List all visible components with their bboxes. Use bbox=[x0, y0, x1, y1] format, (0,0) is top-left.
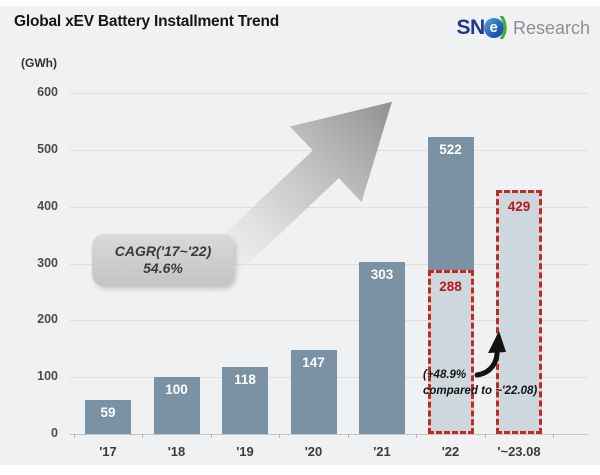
page-title: Global xEV Battery Installment Trend bbox=[14, 13, 279, 30]
growth-note-line2: compared to ~'22.08) bbox=[423, 384, 538, 397]
bar: 303 bbox=[359, 261, 405, 434]
y-tick-label: 400 bbox=[37, 198, 58, 213]
highlight-box: 288 bbox=[427, 270, 474, 434]
logo-sn-text: SN bbox=[456, 16, 485, 39]
y-tick-label: 500 bbox=[37, 141, 58, 156]
axis-tick bbox=[142, 434, 144, 438]
growth-note-line1: (+48.9% bbox=[423, 369, 467, 381]
x-tick-label: '19 bbox=[236, 444, 254, 459]
brand-logo: SN e) Research bbox=[456, 11, 590, 43]
highlight-value-label: 288 bbox=[439, 279, 462, 295]
highlight-box: 429 bbox=[496, 190, 542, 434]
x-tick-label: '18 bbox=[167, 444, 186, 459]
y-tick-label: 0 bbox=[51, 426, 58, 440]
bar-value-label: 522 bbox=[439, 142, 462, 158]
axis-tick bbox=[73, 434, 75, 438]
y-tick-label: 600 bbox=[37, 85, 58, 99]
grid-line bbox=[70, 320, 588, 322]
axis-tick bbox=[279, 434, 281, 438]
axis-tick bbox=[553, 434, 555, 438]
logo-e-circle-icon: e bbox=[483, 18, 504, 38]
highlight-value-label: 429 bbox=[507, 199, 531, 215]
growth-note: (+48.9% compared to ~'22.08) bbox=[423, 368, 599, 399]
axis-tick bbox=[347, 434, 349, 438]
cagr-value: 54.6% bbox=[143, 260, 183, 276]
bar-value-label: 147 bbox=[302, 355, 325, 371]
y-tick-label: 300 bbox=[37, 255, 58, 270]
logo-green-paren-icon: ) bbox=[499, 11, 508, 40]
x-tick-label: '22 bbox=[441, 444, 460, 459]
bar: 522 bbox=[427, 137, 474, 271]
bar-value-label: 59 bbox=[100, 405, 116, 421]
x-tick-label: '20 bbox=[304, 444, 323, 459]
logo-research-text: Research bbox=[512, 17, 590, 38]
bar: 147 bbox=[290, 350, 337, 434]
bar-value-label: 118 bbox=[234, 371, 256, 387]
y-axis-unit-label: (GWh) bbox=[21, 56, 57, 70]
bar: 100 bbox=[153, 377, 200, 434]
y-tick-label: 100 bbox=[37, 369, 58, 384]
axis-tick bbox=[484, 434, 486, 438]
axis-tick bbox=[210, 434, 212, 438]
y-tick-label: 200 bbox=[37, 312, 58, 327]
grid-line bbox=[70, 93, 588, 94]
bar-value-label: 100 bbox=[165, 382, 188, 398]
x-axis-line bbox=[70, 434, 588, 435]
x-tick-label: '17 bbox=[99, 444, 117, 459]
bar: 59 bbox=[85, 400, 131, 434]
x-tick-label: '~23.08 bbox=[497, 444, 541, 459]
bar: 118 bbox=[222, 366, 268, 434]
x-tick-label: '21 bbox=[373, 444, 391, 459]
axis-tick bbox=[416, 434, 418, 438]
bar-value-label: 303 bbox=[370, 266, 394, 282]
